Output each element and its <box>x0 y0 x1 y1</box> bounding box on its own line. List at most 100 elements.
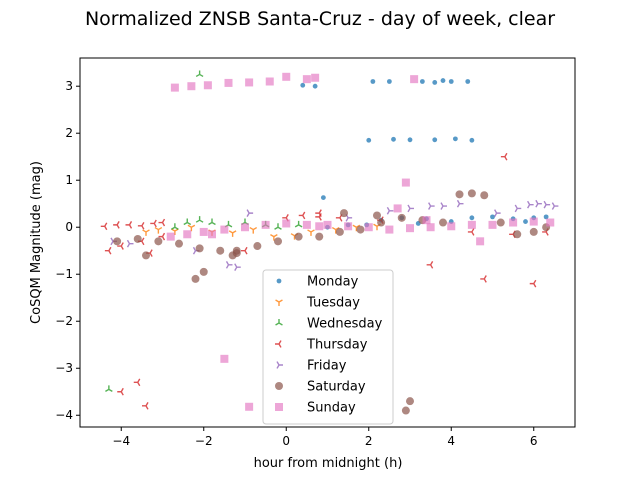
data-point <box>407 204 414 213</box>
data-point <box>187 224 196 232</box>
data-point <box>352 224 361 232</box>
data-point <box>393 204 402 213</box>
data-point <box>126 239 134 248</box>
data-point <box>105 385 113 392</box>
data-point <box>166 232 175 241</box>
legend-label: Friday <box>307 359 347 374</box>
y-axis-label: CoSQM Magnitude (mag) <box>29 161 44 324</box>
data-point <box>426 223 435 232</box>
data-point <box>307 229 315 236</box>
data-point <box>137 221 145 230</box>
data-point <box>356 225 365 234</box>
data-point <box>113 221 120 229</box>
data-point <box>455 190 464 199</box>
data-point <box>447 222 456 231</box>
legend-label: Tuesday <box>306 296 360 311</box>
data-point <box>171 223 179 230</box>
data-point <box>543 200 551 209</box>
data-point <box>199 227 208 236</box>
data-point <box>385 225 394 234</box>
legend-marker <box>276 278 282 284</box>
data-point <box>300 82 306 88</box>
data-point <box>195 216 204 223</box>
legend-label: Sunday <box>307 401 356 416</box>
data-point <box>406 397 414 406</box>
x-tick-label: 6 <box>530 434 538 448</box>
chart-title: Normalized ZNSB Santa-Cruz - day of week… <box>85 8 555 30</box>
legend-marker <box>275 382 283 390</box>
data-point <box>125 221 133 229</box>
data-point <box>100 222 108 231</box>
data-point <box>158 218 166 227</box>
legend-marker <box>275 299 283 306</box>
data-point <box>467 228 475 236</box>
data-point <box>312 83 318 89</box>
data-point <box>500 152 508 161</box>
data-point <box>133 234 142 243</box>
data-point <box>448 79 454 84</box>
data-point <box>543 214 549 220</box>
legend-label: Saturday <box>307 380 366 395</box>
legend-marker <box>275 340 282 348</box>
data-point <box>208 218 216 226</box>
data-point <box>195 70 204 78</box>
data-point <box>141 402 149 410</box>
data-point <box>323 220 332 229</box>
data-point <box>315 232 324 241</box>
data-point <box>302 220 311 229</box>
data-point <box>150 219 157 228</box>
data-point <box>456 199 464 208</box>
y-tick-label: −2 <box>55 314 73 328</box>
data-point <box>183 218 192 226</box>
x-tick-label: −4 <box>112 434 130 448</box>
y-tick-label: 2 <box>65 126 73 140</box>
data-point <box>241 223 249 232</box>
data-point <box>294 232 303 241</box>
data-point <box>377 218 386 227</box>
data-point <box>282 219 291 228</box>
data-point <box>529 217 538 226</box>
data-point <box>183 230 192 239</box>
data-point <box>391 136 396 142</box>
data-point <box>246 209 254 217</box>
data-point <box>245 78 254 87</box>
data-point <box>224 78 233 87</box>
data-point <box>220 354 229 363</box>
data-point <box>270 234 278 241</box>
series-sunday <box>166 72 555 411</box>
data-point <box>216 246 225 255</box>
legend: Monday Tuesday Wednesday Thursday Friday Satu… <box>262 269 394 425</box>
data-point <box>315 209 322 217</box>
data-point <box>302 75 311 84</box>
data-point <box>488 220 497 229</box>
data-point <box>465 79 471 84</box>
data-point <box>397 213 406 222</box>
data-point <box>370 79 376 84</box>
data-point <box>274 223 282 230</box>
data-point <box>340 209 348 218</box>
data-point <box>142 251 150 260</box>
data-point <box>551 202 559 210</box>
data-point <box>386 79 392 84</box>
data-point <box>240 246 248 255</box>
data-point <box>298 211 306 220</box>
data-point <box>195 244 204 253</box>
data-point <box>344 222 353 231</box>
data-point <box>187 82 196 91</box>
data-point <box>265 77 274 86</box>
data-point <box>175 239 183 248</box>
data-point <box>335 227 344 236</box>
data-point <box>523 219 528 224</box>
data-point <box>320 195 326 201</box>
legend-box <box>262 269 394 425</box>
data-point <box>496 218 505 227</box>
y-axis: −4 −3 −2 −1 0 1 2 3 <box>55 79 80 422</box>
data-point <box>527 200 534 209</box>
data-point <box>410 75 419 84</box>
data-point <box>386 206 394 215</box>
data-point <box>440 78 446 83</box>
x-tick-label: 4 <box>447 434 455 448</box>
data-point <box>401 406 410 415</box>
data-point <box>133 378 141 387</box>
